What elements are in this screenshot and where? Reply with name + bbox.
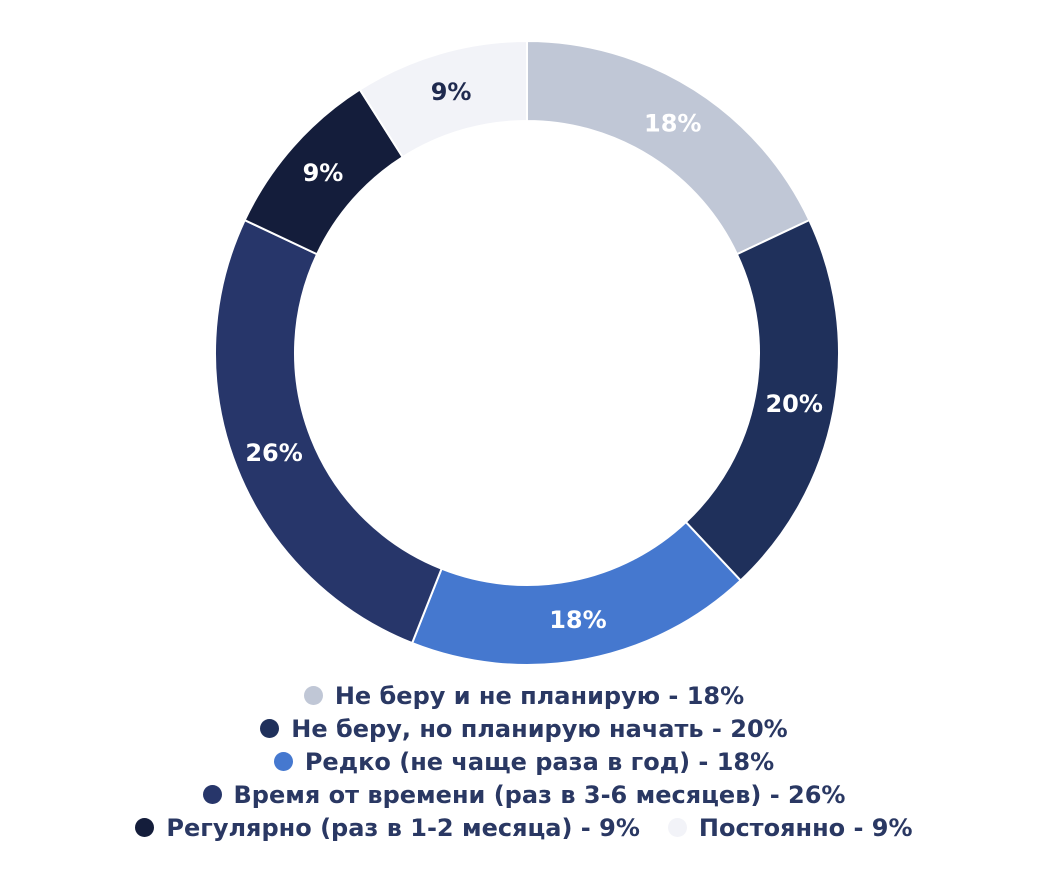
donut-chart-svg: 18% 20% 18% 26% 9% 9%: [214, 39, 840, 666]
legend-item: Постоянно - 9%: [667, 812, 913, 845]
legend-swatch: [202, 785, 222, 804]
legend-label: Время от времени (раз в 3-6 месяцев) - 2…: [233, 781, 846, 809]
legend-row: Регулярно (раз в 1-2 месяца) - 9% Постоян…: [0, 812, 1048, 845]
legend-item: Редко (не чаще раза в год) - 18%: [273, 746, 775, 779]
legend-swatch: [260, 719, 280, 738]
legend-label: Постоянно - 9%: [698, 814, 913, 842]
legend-row: Редко (не чаще раза в год) - 18%: [0, 746, 1048, 779]
legend-label: Не беру, но планирую начать - 20%: [291, 715, 788, 743]
legend-item: Не беру и не планирую - 18%: [303, 680, 745, 713]
legend-swatch: [667, 818, 687, 837]
donut-slice-label: 9%: [303, 159, 344, 187]
legend-row: Время от времени (раз в 3-6 месяцев) - 2…: [0, 779, 1048, 812]
legend-row: Не беру и не планирую - 18%: [0, 680, 1048, 713]
chart-legend: Не беру и не планирую - 18% Не беру, но п…: [0, 680, 1048, 845]
legend-item: Регулярно (раз в 1-2 месяца) - 9%: [135, 812, 640, 845]
donut-slice: [358, 39, 528, 159]
donut-slice-label: 18%: [549, 606, 606, 634]
legend-swatch: [273, 752, 293, 771]
legend-row: Не беру, но планирую начать - 20%: [0, 713, 1048, 746]
donut-slice: [214, 218, 443, 645]
donut-slice: [526, 39, 811, 256]
legend-label: Не беру и не планирую - 18%: [334, 682, 745, 710]
legend-item: Время от времени (раз в 3-6 месяцев) - 2…: [202, 779, 846, 812]
legend-swatch: [303, 686, 323, 705]
donut-slice: [410, 520, 742, 666]
donut-slice-label: 26%: [245, 439, 302, 467]
legend-item: Не беру, но планирую начать - 20%: [260, 713, 788, 746]
legend-label: Регулярно (раз в 1-2 месяца) - 9%: [166, 814, 640, 842]
donut-slice-label: 9%: [431, 78, 472, 106]
donut-slice-label: 18%: [644, 109, 701, 137]
legend-swatch: [135, 818, 155, 837]
donut-slice-label: 20%: [765, 390, 822, 418]
legend-label: Редко (не чаще раза в год) - 18%: [304, 748, 775, 776]
